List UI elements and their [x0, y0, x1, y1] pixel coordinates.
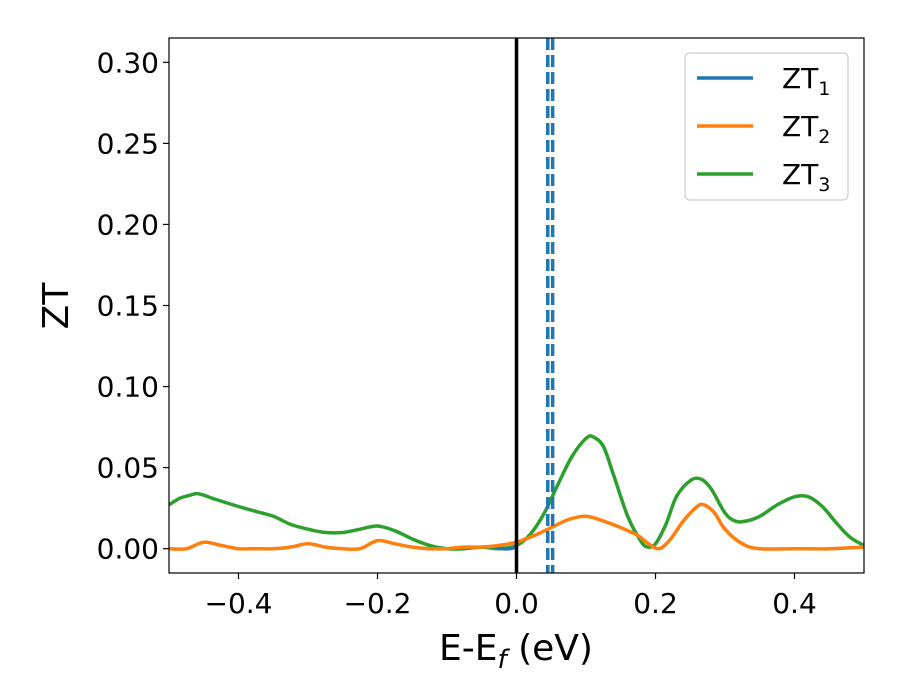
y-axis: 0.00 0.05 0.10 0.15 0.20 0.25 0.30 [97, 46, 169, 566]
legend: ZT1 ZT2 ZT3 [684, 52, 849, 201]
y-tick-label: 0.20 [97, 208, 159, 241]
y-tick-label: 0.05 [97, 452, 159, 485]
x-axis-label-unit: (eV) [507, 628, 593, 669]
legend-label-1: ZT1 [782, 62, 830, 100]
legend-label-3: ZT3 [782, 158, 830, 196]
x-tick-label: 0.4 [772, 587, 817, 620]
y-tick-label: 0.00 [97, 533, 159, 566]
y-tick-label: 0.10 [97, 371, 159, 404]
series-line-3 [169, 434, 864, 551]
x-tick-label: −0.2 [344, 587, 412, 620]
x-axis-label-main: E-E [439, 628, 497, 669]
y-tick-label: 0.25 [97, 127, 159, 160]
plot-area [169, 38, 864, 573]
legend-box [684, 52, 849, 201]
legend-label-2: ZT2 [782, 110, 830, 148]
x-tick-label: 0.2 [633, 587, 678, 620]
y-tick-label: 0.15 [97, 290, 159, 323]
x-axis: −0.4 −0.2 0.0 0.2 0.4 [205, 573, 817, 620]
x-tick-label: 0.0 [494, 587, 539, 620]
y-tick-label: 0.30 [97, 46, 159, 79]
series-line-1 [493, 545, 519, 551]
y-axis-label: ZT [36, 282, 77, 330]
x-axis-label: E-Ef (eV) [439, 628, 593, 675]
x-tick-label: −0.4 [205, 587, 273, 620]
